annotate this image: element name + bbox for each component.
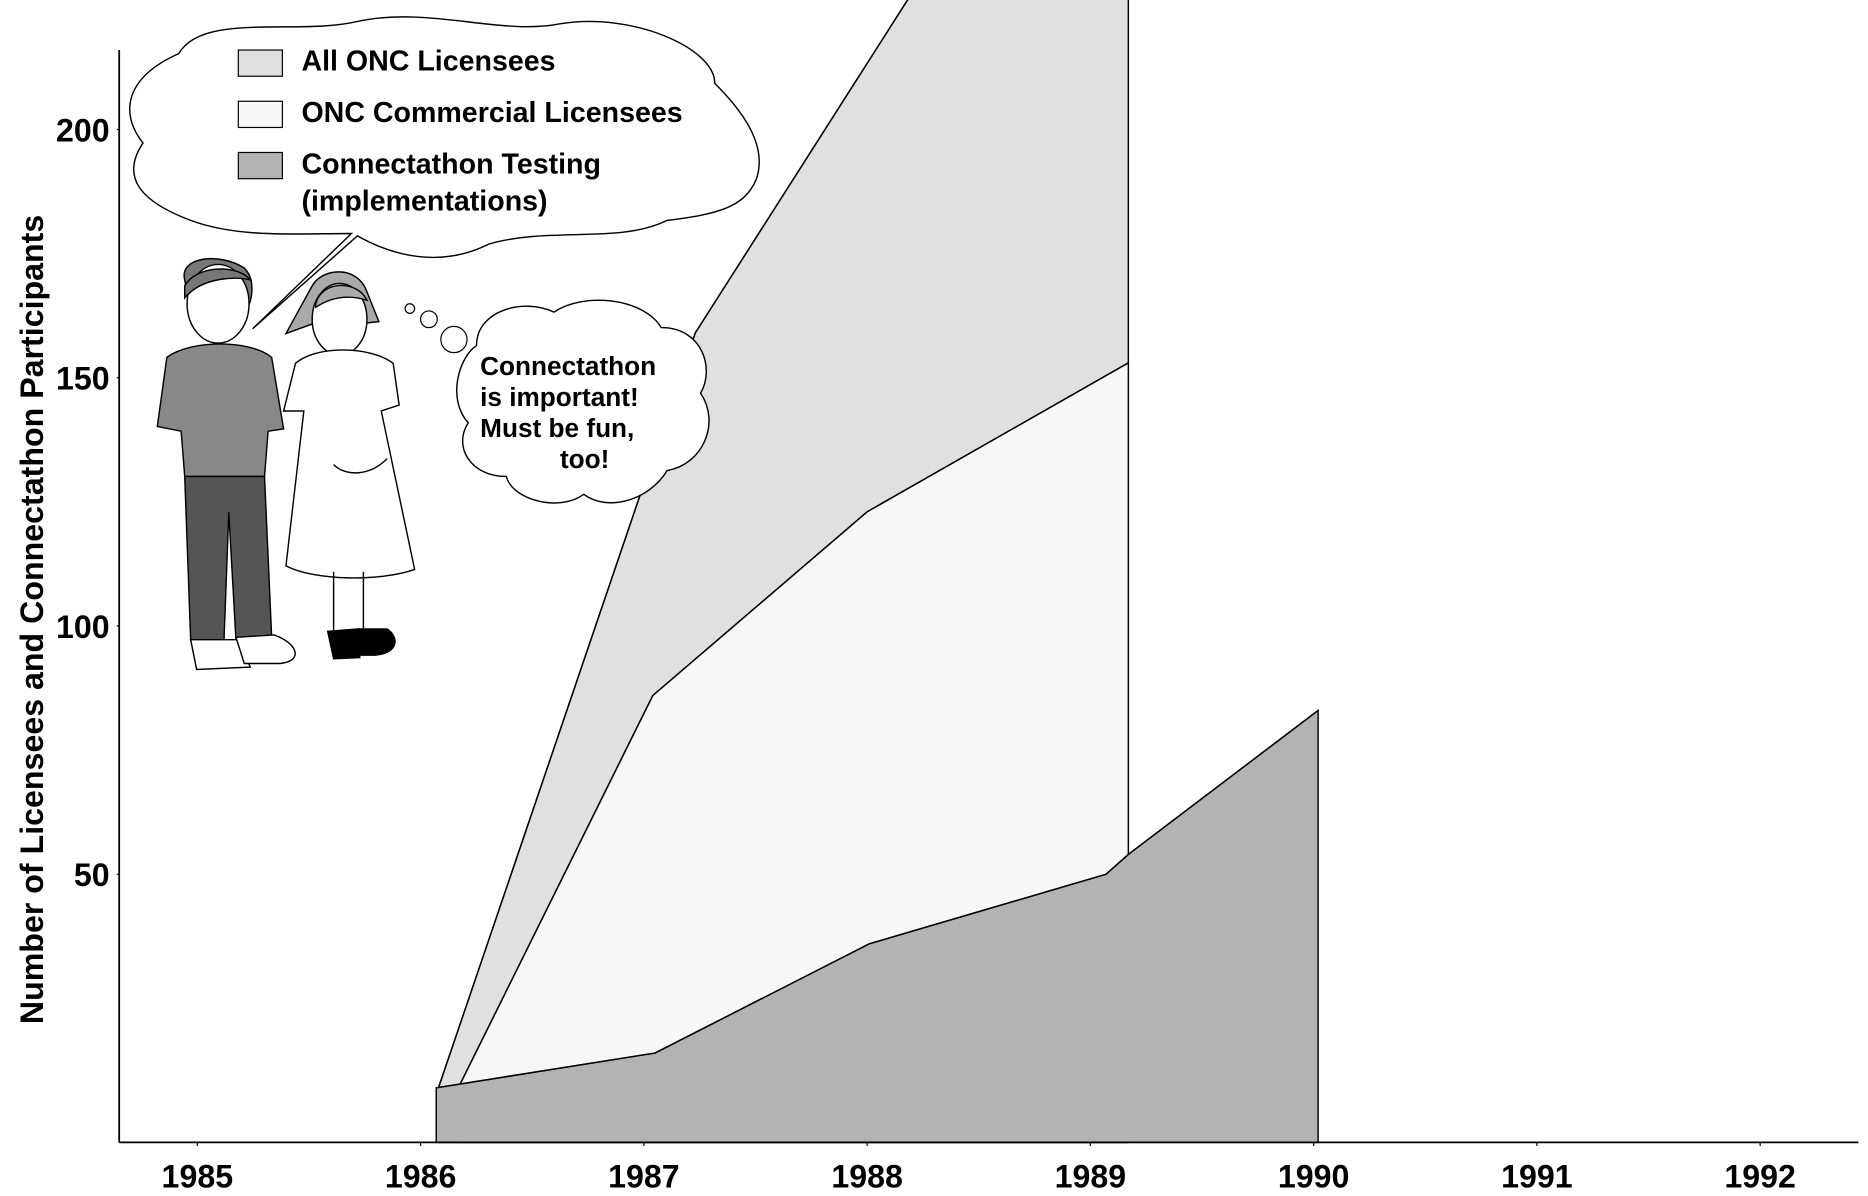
thought-bubble bbox=[456, 299, 710, 504]
legend-label: Connectathon Testing (implementations) bbox=[301, 148, 601, 217]
thought-dot bbox=[404, 303, 416, 314]
thought-dot bbox=[440, 325, 468, 354]
x-tick-label: 1987 bbox=[608, 1159, 680, 1195]
x-tick-label: 1985 bbox=[162, 1159, 234, 1195]
area-line bbox=[460, 362, 1129, 1084]
boy-figure bbox=[156, 257, 296, 671]
y-tick-label: 100 bbox=[56, 609, 110, 645]
annotation: Connectathon bbox=[480, 351, 656, 381]
legend-swatch bbox=[237, 100, 283, 129]
legend-label: ONC Commercial Licensees bbox=[301, 97, 682, 129]
annotation: Must be fun, bbox=[480, 413, 634, 443]
legend-cloud bbox=[129, 16, 760, 330]
legend-swatch bbox=[237, 151, 283, 180]
x-tick-label: 1990 bbox=[1278, 1159, 1350, 1195]
legend-label: All ONC Licensees bbox=[301, 46, 555, 78]
y-tick-label: 200 bbox=[56, 112, 110, 148]
legend-swatch bbox=[237, 49, 283, 77]
legend: All ONC Licensees ONC Commercial Licensee… bbox=[237, 46, 683, 217]
x-tick-label: 1989 bbox=[1055, 1159, 1127, 1195]
x-tick-label: 1991 bbox=[1501, 1159, 1573, 1195]
thought-dot bbox=[419, 310, 438, 329]
y-axis-title: Number of Licensees and Connectathon Par… bbox=[14, 215, 50, 1024]
area-line bbox=[437, 0, 909, 1089]
plot-area bbox=[435, 0, 1319, 1144]
x-tick-label: 1992 bbox=[1724, 1159, 1796, 1195]
y-tick-label: 150 bbox=[56, 361, 110, 397]
x-tick-label: 1986 bbox=[385, 1159, 457, 1195]
y-tick-label: 50 bbox=[74, 857, 110, 893]
area-line bbox=[436, 709, 1319, 1089]
girl-figure bbox=[282, 271, 416, 660]
annotation: is important! bbox=[480, 382, 639, 412]
annotation: too! bbox=[560, 444, 609, 474]
x-tick-label: 1988 bbox=[831, 1159, 903, 1195]
